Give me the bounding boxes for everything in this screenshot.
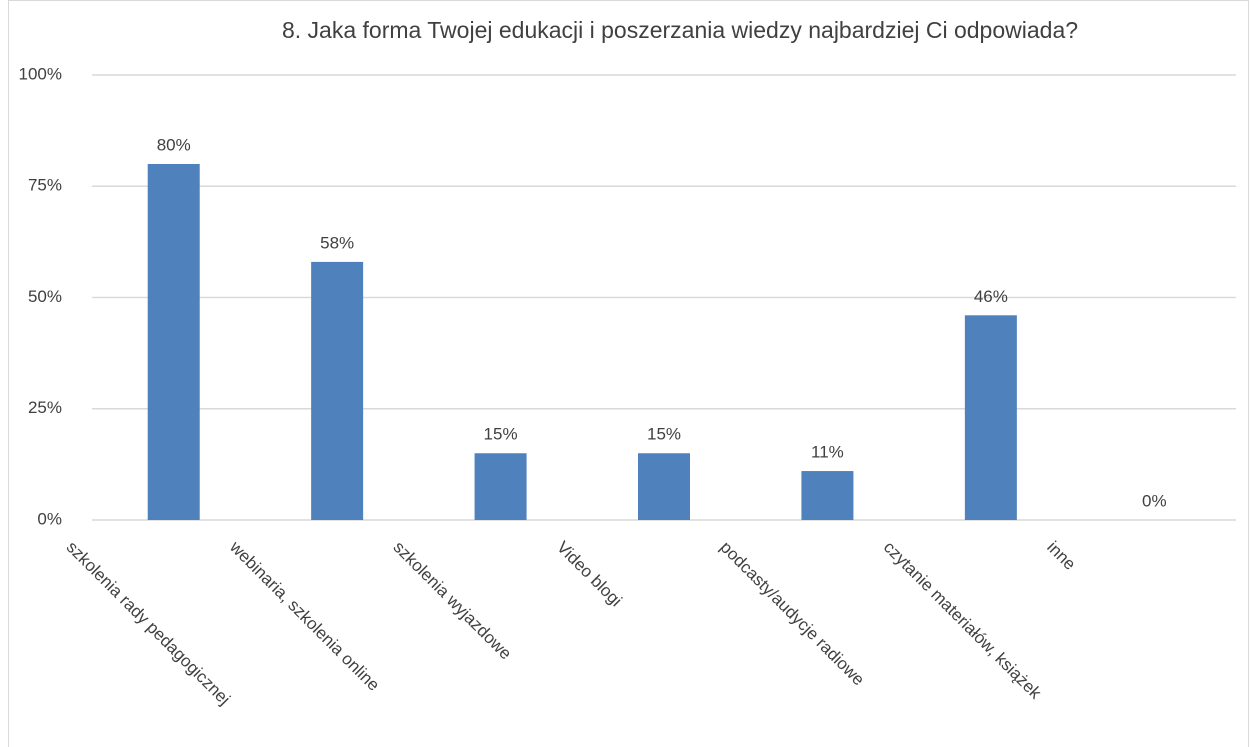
x-tick-label: szkolenia rady pedagogicznej bbox=[63, 538, 234, 709]
bar bbox=[801, 471, 854, 520]
value-label: 46% bbox=[974, 287, 1008, 306]
y-tick-label: 75% bbox=[28, 176, 62, 195]
x-tick-label: szkolenia wyjazdowe bbox=[390, 538, 516, 664]
bar bbox=[474, 453, 527, 520]
y-tick-label: 25% bbox=[28, 398, 62, 417]
value-label: 0% bbox=[1142, 491, 1167, 510]
bar bbox=[311, 261, 364, 520]
x-tick-label: czytanie materiałów, książek bbox=[880, 538, 1045, 703]
x-tick-label: Video blogi bbox=[553, 538, 626, 611]
value-label: 15% bbox=[484, 425, 518, 444]
chart-title: 8. Jaka forma Twojej edukacji i poszerza… bbox=[282, 17, 1078, 43]
x-tick-label: podcasty/audycje radiowe bbox=[716, 538, 868, 690]
x-tick-label: inne bbox=[1043, 538, 1079, 574]
bar bbox=[147, 164, 200, 520]
value-label: 80% bbox=[157, 135, 191, 154]
value-label: 58% bbox=[320, 233, 354, 252]
chart-border bbox=[8, 0, 1249, 747]
value-label: 11% bbox=[811, 443, 844, 462]
bar bbox=[964, 315, 1017, 520]
bar bbox=[638, 453, 690, 520]
y-tick-label: 100% bbox=[19, 64, 62, 83]
y-tick-label: 0% bbox=[37, 509, 62, 528]
y-tick-label: 50% bbox=[28, 287, 62, 306]
value-label: 15% bbox=[647, 425, 681, 444]
x-tick-label: webinaria, szkolenia online bbox=[225, 537, 383, 695]
